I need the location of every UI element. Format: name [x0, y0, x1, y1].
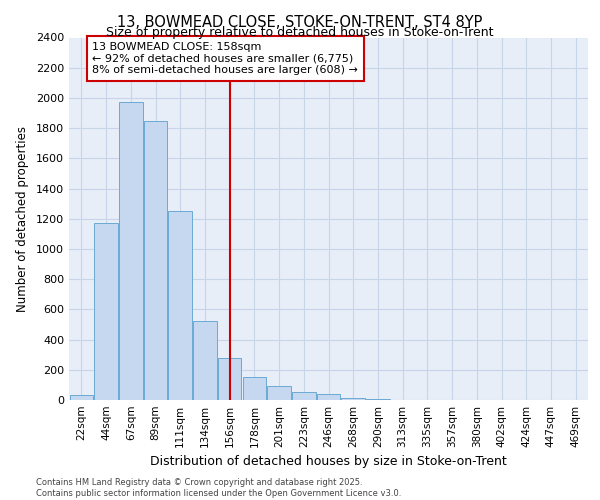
Text: Size of property relative to detached houses in Stoke-on-Trent: Size of property relative to detached ho… [106, 26, 494, 39]
Text: Contains HM Land Registry data © Crown copyright and database right 2025.
Contai: Contains HM Land Registry data © Crown c… [36, 478, 401, 498]
Bar [242, 378, 266, 400]
Bar [292, 392, 316, 400]
Bar [169, 211, 192, 400]
Bar [144, 120, 167, 400]
Bar [366, 399, 389, 400]
Bar [119, 102, 143, 400]
X-axis label: Distribution of detached houses by size in Stoke-on-Trent: Distribution of detached houses by size … [150, 456, 507, 468]
Bar [268, 386, 291, 400]
Bar [341, 398, 365, 400]
Bar [193, 320, 217, 400]
Bar [317, 394, 340, 400]
Bar [218, 358, 241, 400]
Text: 13, BOWMEAD CLOSE, STOKE-ON-TRENT, ST4 8YP: 13, BOWMEAD CLOSE, STOKE-ON-TRENT, ST4 8… [118, 15, 482, 30]
Bar [70, 396, 93, 400]
Bar [94, 222, 118, 400]
Y-axis label: Number of detached properties: Number of detached properties [16, 126, 29, 312]
Text: 13 BOWMEAD CLOSE: 158sqm
← 92% of detached houses are smaller (6,775)
8% of semi: 13 BOWMEAD CLOSE: 158sqm ← 92% of detach… [92, 42, 358, 75]
